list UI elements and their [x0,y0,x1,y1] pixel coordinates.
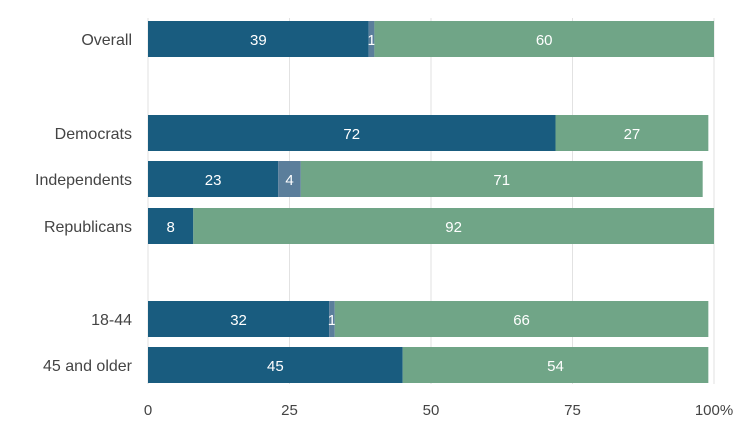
category-label: 18-44 [91,312,132,329]
data-label: 45 [267,358,284,375]
bars: 39 1 60 72 27 23 4 71 8 92 32 1 66 45 54 [148,21,714,383]
bar-segment [193,208,714,244]
data-label: 1 [367,32,375,49]
x-tick-label: 0 [144,402,152,419]
data-label: 92 [445,219,462,236]
bar-segment [300,161,703,197]
bar-segment [555,115,709,151]
data-label: 4 [285,172,293,189]
data-label: 72 [343,126,360,143]
data-label: 71 [493,172,510,189]
bar-segment [148,115,556,151]
bar-segment [368,21,375,57]
bar-segment [148,21,369,57]
data-label: 32 [230,312,247,329]
data-label: 1 [328,312,336,329]
x-tick-label: 25 [281,402,298,419]
bar-segment [329,301,335,337]
x-axis-ticks: 0 25 50 75 100% [144,402,733,419]
data-label: 60 [536,32,553,49]
data-label: 23 [205,172,222,189]
data-label: 8 [166,219,174,236]
bar-segment [148,347,403,383]
data-label: 54 [547,358,564,375]
bar-segment [374,21,714,57]
x-tick-label: 100% [695,402,733,419]
x-tick-label: 75 [564,402,581,419]
bar-segment [148,301,330,337]
x-tick-label: 50 [423,402,440,419]
bar-segment [148,161,279,197]
bar-segment [402,347,709,383]
data-label: 66 [513,312,530,329]
bar-segment [148,208,194,244]
category-label: Republicans [44,219,132,236]
category-labels: Overall Democrats Independents Republicans 1… [35,32,133,375]
category-label: 45 and older [43,358,133,375]
category-label: Independents [35,172,132,189]
category-label: Democrats [55,126,132,143]
bar-segment [278,161,301,197]
bar-segment [334,301,709,337]
data-label: 27 [624,126,641,143]
category-label: Overall [81,32,132,49]
data-label: 39 [250,32,267,49]
